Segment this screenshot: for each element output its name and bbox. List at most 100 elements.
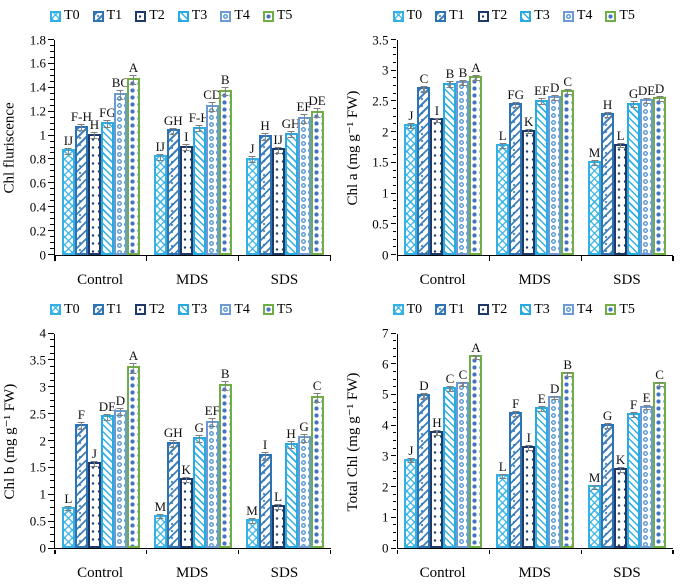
- error-bar: [90, 132, 98, 140]
- bar-t5-control: A: [469, 341, 483, 548]
- y-axis-title: Chl a (mg g⁻¹ FW): [344, 90, 361, 206]
- bar-t5-sds: DE: [308, 94, 326, 255]
- significance-letter: G: [194, 420, 204, 435]
- bar-t2-control: I: [430, 104, 444, 255]
- x-category-label: SDS: [613, 565, 641, 581]
- error-bar-line: [606, 424, 609, 429]
- bar-t4-mds: CD: [203, 88, 221, 255]
- y-minor-tick: [50, 406, 54, 408]
- significance-letter: DE: [637, 83, 656, 99]
- legend-swatch-t2-icon: [477, 304, 489, 315]
- bar-t5-mds: B: [218, 73, 232, 255]
- y-tick-label: 6: [382, 356, 389, 372]
- y-minor-tick: [50, 487, 54, 489]
- significance-letter: B: [220, 71, 230, 87]
- bar-t3-sds: F: [627, 398, 641, 548]
- error-bar-line: [528, 130, 530, 134]
- legend-item-t2: T2: [477, 302, 507, 318]
- legend: T0 T1 T2 T3 T4 T5: [343, 8, 685, 24]
- error-bar-line: [423, 87, 425, 92]
- significance-letter: EF: [204, 403, 220, 419]
- x-axis-categories: Control MDS SDS: [54, 565, 331, 582]
- bar-t4-mds: D: [548, 81, 562, 255]
- error-bar: [287, 131, 295, 139]
- y-minor-tick: [50, 339, 54, 341]
- y-minor-tick: [50, 224, 54, 226]
- y-minor-tick: [392, 92, 396, 94]
- error-bar-line: [172, 440, 174, 448]
- error-bar-line: [251, 157, 253, 163]
- error-bar: [564, 88, 572, 95]
- bar-t1-sds: H: [258, 119, 272, 255]
- error-bar: [221, 380, 229, 392]
- significance-letter: GH: [163, 112, 183, 128]
- y-tick-mark: [48, 413, 54, 415]
- bar-t1-mds: FG: [507, 88, 524, 255]
- error-bar-line: [449, 81, 451, 88]
- significance-letter: I: [262, 437, 268, 453]
- y-minor-tick: [50, 392, 54, 394]
- y-minor-tick: [392, 54, 396, 56]
- bar-t5-control: A: [469, 61, 483, 255]
- legend-swatch-t0-icon: [392, 304, 404, 315]
- y-minor-tick: [392, 378, 396, 380]
- bar-t3-control: FG: [99, 106, 116, 255]
- error-bar-line: [198, 126, 200, 132]
- y-minor-tick: [50, 56, 54, 58]
- error-bar-line: [211, 419, 213, 426]
- legend-label: T3: [191, 8, 208, 23]
- legend-swatch-t4-icon: [562, 304, 574, 315]
- legend-swatch-t5-icon: [262, 304, 274, 315]
- significance-letter: L: [616, 128, 625, 144]
- y-minor-tick: [50, 152, 54, 154]
- bar-t0-control: L: [61, 492, 75, 548]
- y-minor-tick: [50, 218, 54, 220]
- y-tick-label: 1.5: [372, 154, 389, 170]
- error-bar: [630, 411, 638, 418]
- error-bar-line: [224, 87, 226, 96]
- significance-letter: EF: [296, 99, 312, 115]
- bar-t5-sds: C: [653, 368, 667, 548]
- error-bar-line: [80, 422, 82, 430]
- x-tick-mark: [396, 549, 399, 555]
- y-minor-tick: [50, 460, 54, 462]
- legend-swatch-t2-icon: [135, 10, 147, 22]
- y-minor-tick: [392, 154, 396, 156]
- bar-t5-mds: B: [218, 367, 232, 548]
- y-minor-tick: [50, 379, 54, 381]
- bar-t0-sds: M: [588, 471, 602, 548]
- significance-letter: L: [498, 458, 507, 474]
- error-bar-line: [645, 99, 648, 104]
- legend-label: T4: [576, 301, 593, 317]
- y-tick-mark: [48, 466, 54, 468]
- bar-t4-sds: EF: [296, 100, 312, 255]
- significance-letter: IJ: [63, 132, 74, 148]
- x-axis-categories: Control MDS SDS: [54, 272, 331, 289]
- y-tick-mark: [48, 230, 54, 232]
- error-bar-line: [277, 504, 279, 510]
- error-bar-line: [567, 372, 569, 376]
- bar-group-control: L F J DE D A: [55, 334, 147, 548]
- error-bar: [116, 407, 124, 417]
- error-bar-line: [658, 382, 661, 386]
- x-axis-categories: Control MDS SDS: [397, 272, 674, 289]
- significance-letter: M: [588, 469, 601, 485]
- bar-t5-control: A: [126, 349, 140, 548]
- y-tick-label: 4: [39, 325, 47, 341]
- y-minor-tick: [50, 352, 54, 354]
- error-bar: [313, 392, 321, 404]
- significance-letter: K: [181, 461, 191, 477]
- error-bar-line: [541, 99, 543, 105]
- error-bar-line: [119, 91, 121, 100]
- y-minor-tick: [50, 480, 54, 482]
- significance-letter: DE: [308, 93, 326, 109]
- legend-label: T2: [149, 301, 165, 317]
- y-tick-mark: [48, 62, 54, 64]
- error-bar: [274, 503, 282, 511]
- x-tick-mark: [672, 549, 674, 555]
- y-minor-tick: [392, 493, 396, 495]
- significance-letter: C: [458, 366, 468, 382]
- y-tick-mark: [48, 182, 54, 184]
